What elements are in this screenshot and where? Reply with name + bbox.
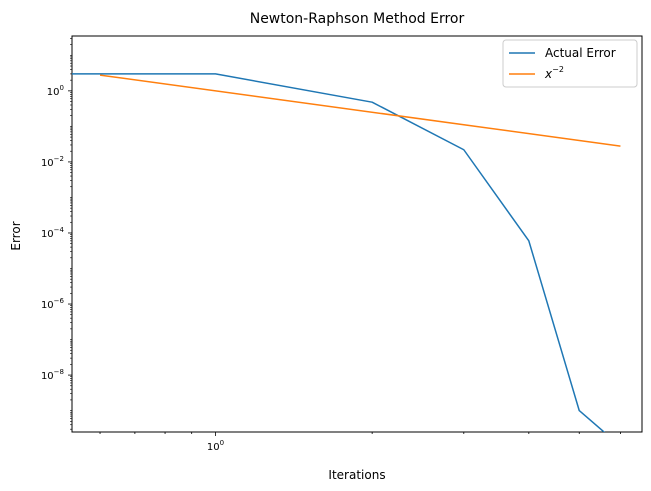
y-tick-label: 100	[47, 84, 64, 98]
y-tick-exponent: 0	[60, 84, 64, 92]
plot-area	[71, 35, 643, 433]
legend: Actual Error x−2	[502, 39, 638, 88]
y-tick-exponent: −4	[54, 226, 65, 234]
legend-label-exponent: −2	[552, 65, 564, 74]
plot-frame	[71, 35, 643, 433]
y-tick-base: 10	[47, 87, 60, 98]
series-layer	[72, 73, 621, 432]
x-power-minus-2-line	[99, 74, 621, 147]
chart-title: Newton-Raphson Method Error	[250, 11, 465, 27]
y-tick-exponent: −2	[54, 155, 64, 163]
legend-box	[502, 39, 638, 88]
legend-label-base: x	[544, 67, 553, 81]
legend-label: Actual Error	[545, 46, 616, 60]
y-tick-label: 10−8	[41, 368, 64, 382]
y-tick-base: 10	[41, 229, 54, 240]
x-axis-ticks: 100	[99, 432, 621, 453]
y-tick-label: 10−6	[41, 297, 65, 311]
y-tick-exponent: −8	[54, 368, 64, 376]
actual-error-line	[72, 73, 606, 432]
x-tick-exponent: 0	[220, 439, 224, 447]
y-tick-base: 10	[41, 158, 54, 169]
y-axis-label: Error	[9, 221, 23, 250]
x-axis-label: Iterations	[328, 468, 385, 482]
y-tick-label: 10−2	[41, 155, 64, 169]
y-tick-exponent: −6	[54, 297, 65, 305]
y-tick-base: 10	[41, 300, 54, 311]
y-tick-label: 10−4	[41, 226, 65, 240]
x-tick-label: 100	[207, 439, 224, 453]
legend-label: x−2	[544, 65, 564, 81]
y-tick-base: 10	[41, 371, 54, 382]
